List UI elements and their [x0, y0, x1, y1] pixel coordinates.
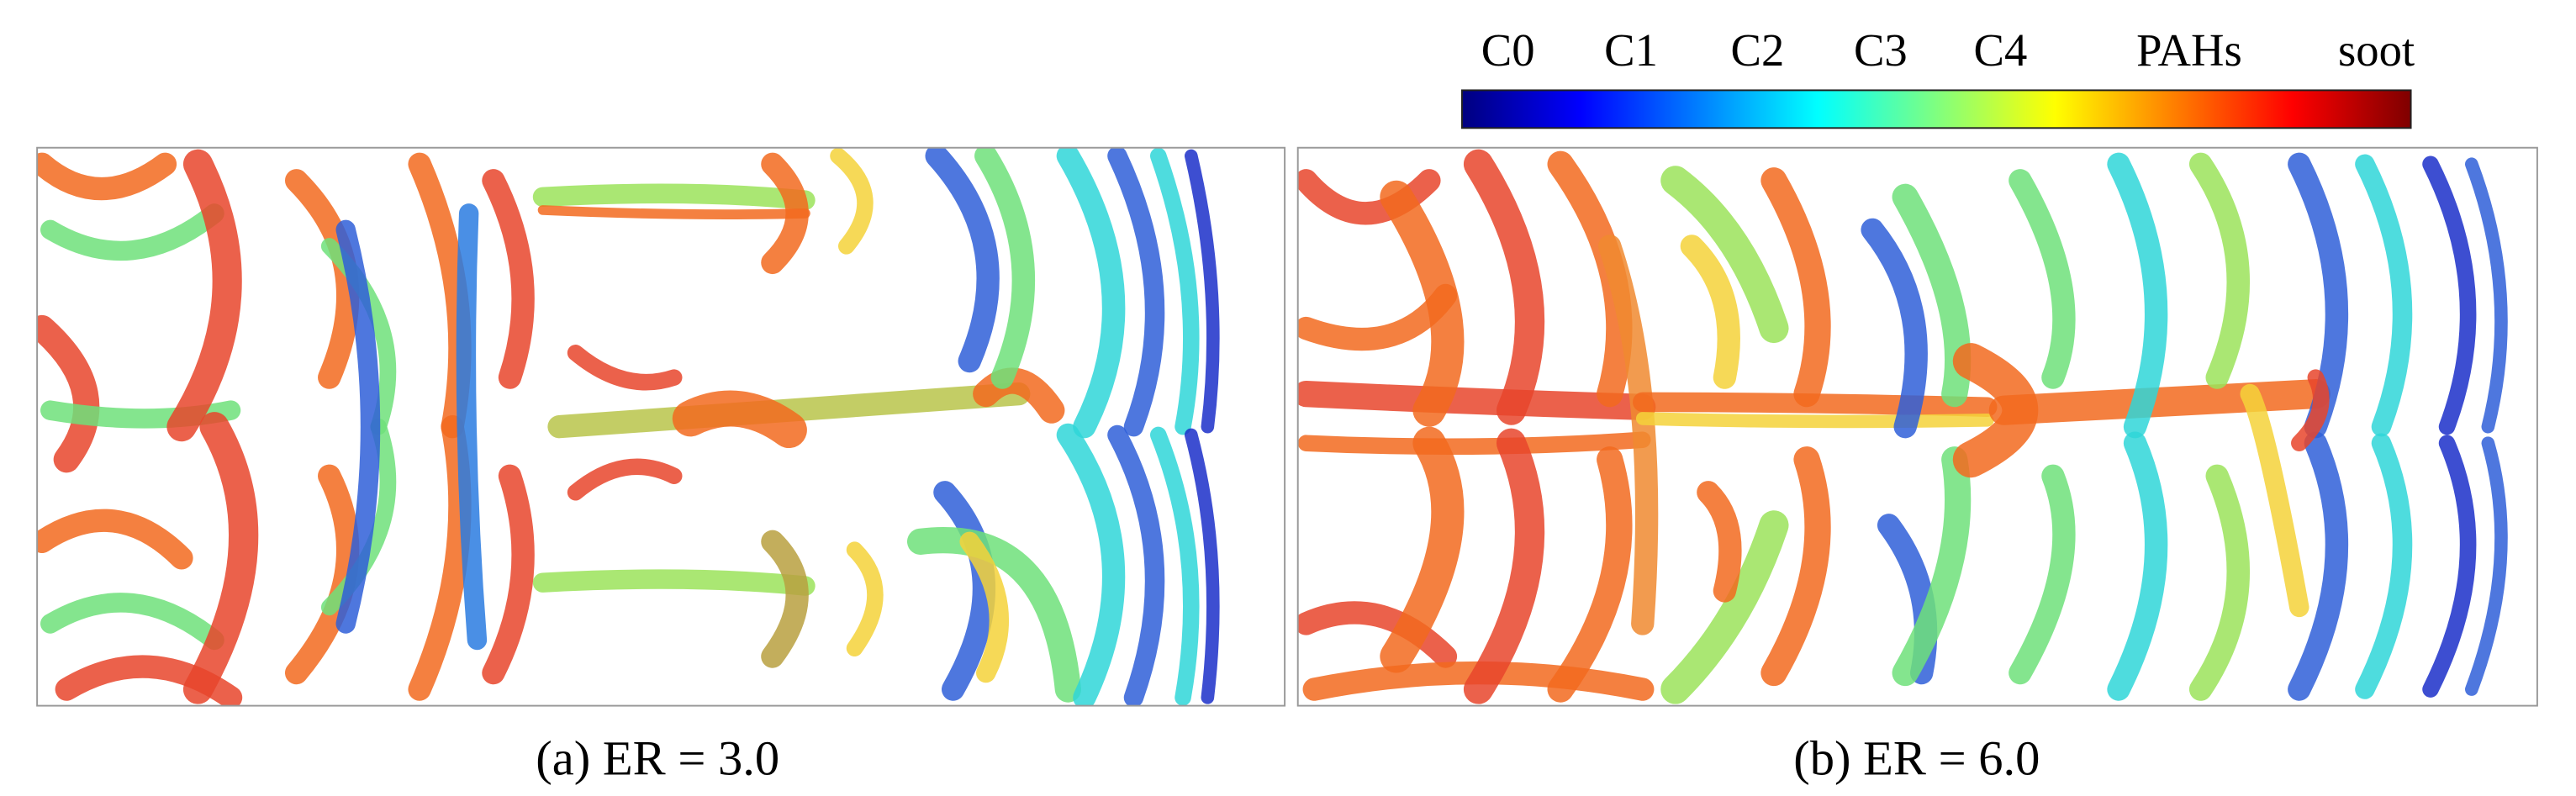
- flow-structure: [846, 541, 884, 657]
- flow-structure: [1297, 283, 1458, 351]
- flow-structure: [1184, 428, 1220, 704]
- flow-structure: [408, 415, 472, 701]
- flow-structure: [2422, 435, 2477, 698]
- flow-structure: [37, 509, 193, 570]
- flow-structure: [1184, 149, 1220, 434]
- colorbar-label: C1: [1604, 24, 1658, 76]
- flow-structure: [2188, 152, 2250, 389]
- flow-structure: [2107, 431, 2168, 701]
- flow-structure: [166, 149, 242, 442]
- panel-caption: (a) ER = 3.0: [536, 731, 779, 786]
- flow-structure: [37, 314, 100, 473]
- flow-structure: [1547, 446, 1633, 703]
- flow-structure: [1297, 431, 1651, 456]
- flow-structure: [567, 458, 683, 501]
- flow-structure: [761, 152, 809, 275]
- colorbar-label: C0: [1481, 24, 1535, 76]
- flow-structure: [537, 205, 810, 219]
- flow-structure: [974, 147, 1035, 389]
- flow-structure: [1988, 379, 2331, 425]
- panel-a-field: [37, 147, 1220, 706]
- panel-b-frame: [1296, 146, 2538, 707]
- flow-structure: [2464, 157, 2508, 434]
- flow-structure: [284, 169, 360, 389]
- flow-structure: [1380, 180, 1465, 427]
- flow-structure: [1149, 426, 1200, 706]
- flow-structure: [959, 531, 1009, 683]
- flow-structure: [1660, 166, 1789, 344]
- flow-structure: [1660, 510, 1789, 704]
- flow-structure: [1380, 426, 1465, 673]
- flow-structure: [933, 481, 996, 701]
- flow-structure: [1861, 218, 1928, 439]
- flow-structure: [2240, 383, 2309, 618]
- flow-structure: [40, 203, 224, 261]
- flow-structure: [672, 390, 807, 449]
- flow-structure: [1697, 481, 1742, 603]
- flow-structure: [335, 219, 381, 634]
- colorbar: [1460, 89, 2412, 129]
- panel-a-frame: [36, 146, 1286, 707]
- flow-structure: [1680, 235, 1740, 389]
- flow-structure: [2291, 369, 2330, 451]
- flow-structure: [456, 203, 488, 651]
- flow-structure: [1056, 147, 1126, 439]
- flow-structure: [1297, 380, 1656, 420]
- flow-structure: [2009, 169, 2076, 389]
- flow-structure: [1463, 149, 1545, 425]
- flow-structure: [1463, 428, 1545, 704]
- flow-structure: [2288, 431, 2349, 701]
- flow-structure: [408, 152, 472, 439]
- flow-structure: [1107, 147, 1165, 437]
- flow-structure: [1892, 446, 1972, 687]
- flow-structure: [182, 412, 259, 704]
- flow-structure: [761, 530, 809, 668]
- flow-structure: [2422, 156, 2477, 435]
- flow-structure: [973, 367, 1065, 424]
- flow-structure: [482, 464, 535, 685]
- flow-structure: [2355, 154, 2413, 437]
- flow-structure: [2355, 433, 2413, 699]
- flow-structure: [1297, 601, 1458, 668]
- flow-structure: [2464, 436, 2508, 696]
- colorbar-label: soot: [2338, 24, 2415, 76]
- flow-structure: [284, 464, 360, 685]
- flow-structure: [532, 569, 816, 596]
- flow-structure: [830, 147, 874, 255]
- panel-b-field: [1297, 149, 2508, 704]
- flow-structure: [1056, 423, 1126, 706]
- flow-structure: [2188, 464, 2250, 701]
- colorbar-label: C4: [1974, 24, 2028, 76]
- flow-structure: [532, 183, 816, 210]
- flow-structure: [907, 527, 1081, 703]
- flow-structure: [2107, 152, 2168, 439]
- flow-structure: [482, 169, 535, 389]
- flow-structure: [1760, 167, 1831, 408]
- flow-structure: [37, 152, 177, 201]
- flow-structure: [567, 345, 683, 391]
- colorbar-label: PAHs: [2136, 24, 2242, 76]
- flow-structure: [40, 593, 224, 651]
- flow-structure: [1760, 446, 1831, 687]
- flow-structure: [1635, 412, 1994, 429]
- flow-structure: [1149, 147, 1200, 435]
- panel-caption: (b) ER = 6.0: [1793, 731, 2040, 786]
- colorbar-label: C2: [1731, 24, 1785, 76]
- flow-structure: [1107, 424, 1165, 706]
- colorbar-label: C3: [1854, 24, 1908, 76]
- flow-structure: [925, 147, 1000, 373]
- flow-structure: [2009, 464, 2076, 685]
